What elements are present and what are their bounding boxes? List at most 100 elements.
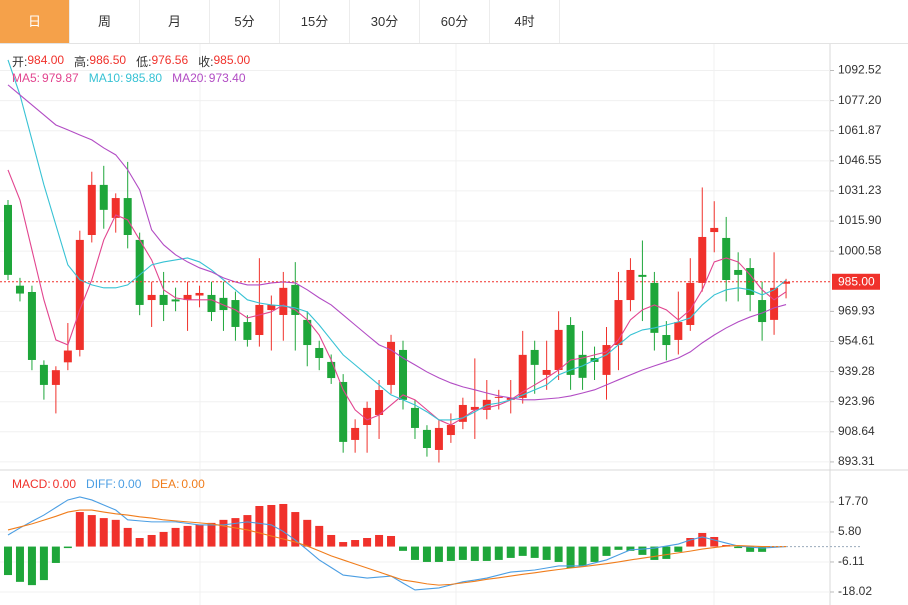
macd-bar [111,519,120,547]
macd-bar [410,546,419,560]
legend-entry: DIFF: 0.00 [86,477,141,491]
candle-body [674,322,683,340]
period-tab[interactable]: 日 [0,0,70,43]
period-tab[interactable]: 4时 [490,0,560,43]
macd-bar [231,518,240,547]
period-tab[interactable]: 15分 [280,0,350,43]
candle-body [279,287,288,315]
candle-body [710,227,719,233]
legend-entry: MA5: 979.87 [12,71,79,85]
candle-body [147,294,156,301]
legend-name: MA5: [12,71,41,85]
macd-bar [243,515,252,547]
info-value: 985.00 [213,53,251,67]
candle-body [734,269,743,275]
macd-bar [494,546,503,560]
macd-line [7,509,787,586]
macd-bar [638,546,647,555]
ma-line [7,169,787,426]
macd-bar [279,503,288,547]
info-label: 收: [198,55,214,69]
info-entry: 高: 986.50 [74,53,126,70]
candle-body [782,281,791,284]
legend-value: 979.87 [42,71,79,85]
y-tick-label: 5.80 [838,524,862,538]
candle-body [315,347,324,359]
macd-bar [434,546,443,562]
macd-bar [458,546,467,560]
macd-bar [99,518,108,547]
legend-entry: MA10: 985.80 [89,71,162,85]
macd-bar [63,546,72,549]
legend-entry: DEA: 0.00 [151,477,204,491]
macd-bar [15,546,24,582]
candle-body [506,397,515,400]
macd-bar [578,546,587,566]
candle-body [650,282,659,333]
macd-bar [590,546,599,562]
period-tab[interactable]: 30分 [350,0,420,43]
period-tab[interactable]: 月 [140,0,210,43]
candle-body [363,407,372,426]
macd-bar [482,546,491,561]
candle-body [518,354,527,398]
macd-bar [554,546,563,562]
candle-body [183,294,192,301]
macd-bar [207,522,216,547]
candle-body [351,427,360,440]
candle-body [255,304,264,336]
macd-bar [303,519,312,547]
candle-body [566,324,575,375]
legend-entry: MA20: 973.40 [172,71,245,85]
candle-body [111,198,120,218]
y-tick-label: 954.61 [838,334,875,348]
candle-body [686,282,695,325]
candle-body [494,396,503,398]
ma-legend: MA5: 979.87 MA10: 985.80 MA20: 973.40 [12,71,246,85]
macd-bar [339,542,348,547]
macd-bar [267,504,276,547]
y-tick-label: -6.11 [838,554,865,568]
candle-body [51,370,60,385]
candle-body [422,429,431,448]
candle-body [399,349,408,400]
legend-name: DIFF: [86,477,117,491]
macd-bar [518,546,527,556]
macd-line [7,496,787,591]
macd-bar [27,546,36,586]
last-price-box [832,273,880,290]
candle-body [15,285,24,294]
legend-value: 0.00 [52,477,77,491]
macd-bar [255,505,264,547]
info-label: 开: [12,55,28,69]
period-tab[interactable]: 60分 [420,0,490,43]
candle-body [87,184,96,236]
macd-bar [506,546,515,558]
candle-body [722,237,731,280]
candle-body [626,269,635,301]
period-tab[interactable]: 5分 [210,0,280,43]
candle-body [387,341,396,385]
macd-bar [315,525,324,547]
candle-body [135,239,144,305]
y-tick-label: 969.93 [838,304,875,318]
macd-bar [566,546,575,568]
macd-bar [698,532,707,547]
candle-body [770,287,779,320]
macd-bar [734,546,743,549]
period-tab[interactable]: 周 [70,0,140,43]
candle-body [602,345,611,375]
y-tick-label: -18.02 [838,584,872,598]
y-tick-label: 17.70 [838,494,868,508]
macd-bar [39,546,48,581]
candle-body [267,304,276,311]
macd-bar [602,546,611,556]
info-value: 984.00 [27,53,65,67]
candle-body [99,184,108,210]
macd-bar [351,540,360,547]
last-price-label: 985.00 [838,274,875,288]
info-entry: 开: 984.00 [12,53,64,70]
candle-body [327,361,336,379]
macd-bar [422,546,431,562]
